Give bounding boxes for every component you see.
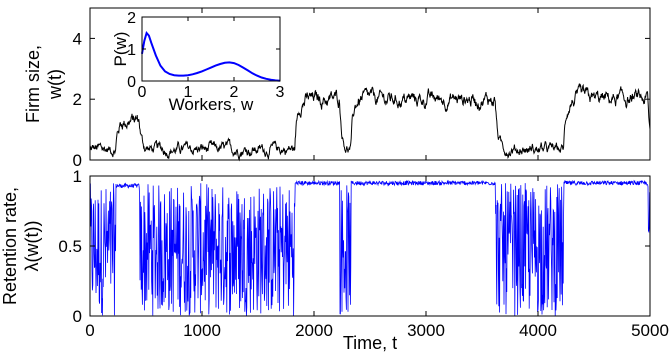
- y-axis-label-line: w(t): [45, 69, 65, 100]
- y-tick-label: 1: [73, 167, 82, 186]
- x-tick-label: 3: [276, 84, 285, 101]
- inset-background: [142, 17, 280, 81]
- retention-rate-ticks: 0 1000 2000 3000 4000 5000 0 0.5 1: [58, 167, 669, 340]
- firm-size-axes-frame: [89, 7, 651, 161]
- inset-distribution-line: [141, 30, 281, 82]
- x-tick-label: 0: [138, 84, 147, 101]
- inset-y-axis-label: P(w): [111, 32, 130, 67]
- inset-distribution-panel: 0 1 2 3 0 1 2 Workers, w P(w): [111, 10, 285, 114]
- y-tick-label: 2: [127, 10, 136, 27]
- x-tick-label: 1: [184, 84, 193, 101]
- retention-rate-panel: 0 1000 2000 3000 4000 5000 0 0.5 1 Retention rat…: [0, 167, 669, 352]
- x-tick-label: 4000: [519, 321, 557, 340]
- x-tick-label: 2000: [295, 321, 333, 340]
- y-tick-label: 4: [73, 29, 82, 48]
- time-x-axis-label: Time, t: [343, 333, 397, 352]
- firm-size-ticks: 0 2 4: [73, 8, 651, 170]
- y-tick-label: 0: [127, 74, 136, 91]
- y-tick-label: 0.5: [58, 237, 82, 256]
- retention-rate-series-line: [89, 179, 651, 316]
- x-tick-label: 5000: [631, 321, 669, 340]
- y-axis-label-line: Retention rate,: [0, 187, 20, 305]
- firm-size-panel: 0 2 4 Firm size, w(t): [23, 7, 651, 170]
- y-axis-label-line: λ(w(t)): [22, 221, 42, 272]
- x-tick-label: 3000: [407, 321, 445, 340]
- y-tick-label: 1: [127, 42, 136, 59]
- inset-x-axis-label: Workers, w: [169, 95, 254, 114]
- firm-size-y-axis-label: Firm size, w(t): [23, 45, 65, 123]
- y-axis-label-line: Firm size,: [23, 45, 43, 123]
- y-tick-label: 0: [73, 307, 82, 326]
- inset-ticks: 0 1 2 3 0 1 2: [127, 10, 284, 101]
- x-tick-label: 2: [230, 84, 239, 101]
- x-tick-label: 1000: [183, 321, 221, 340]
- firm-size-series-line: [89, 83, 651, 162]
- y-tick-label: 0: [73, 151, 82, 170]
- y-tick-label: 2: [73, 90, 82, 109]
- retention-rate-y-axis-label: Retention rate, λ(w(t)): [0, 187, 42, 305]
- x-tick-label: 0: [85, 321, 94, 340]
